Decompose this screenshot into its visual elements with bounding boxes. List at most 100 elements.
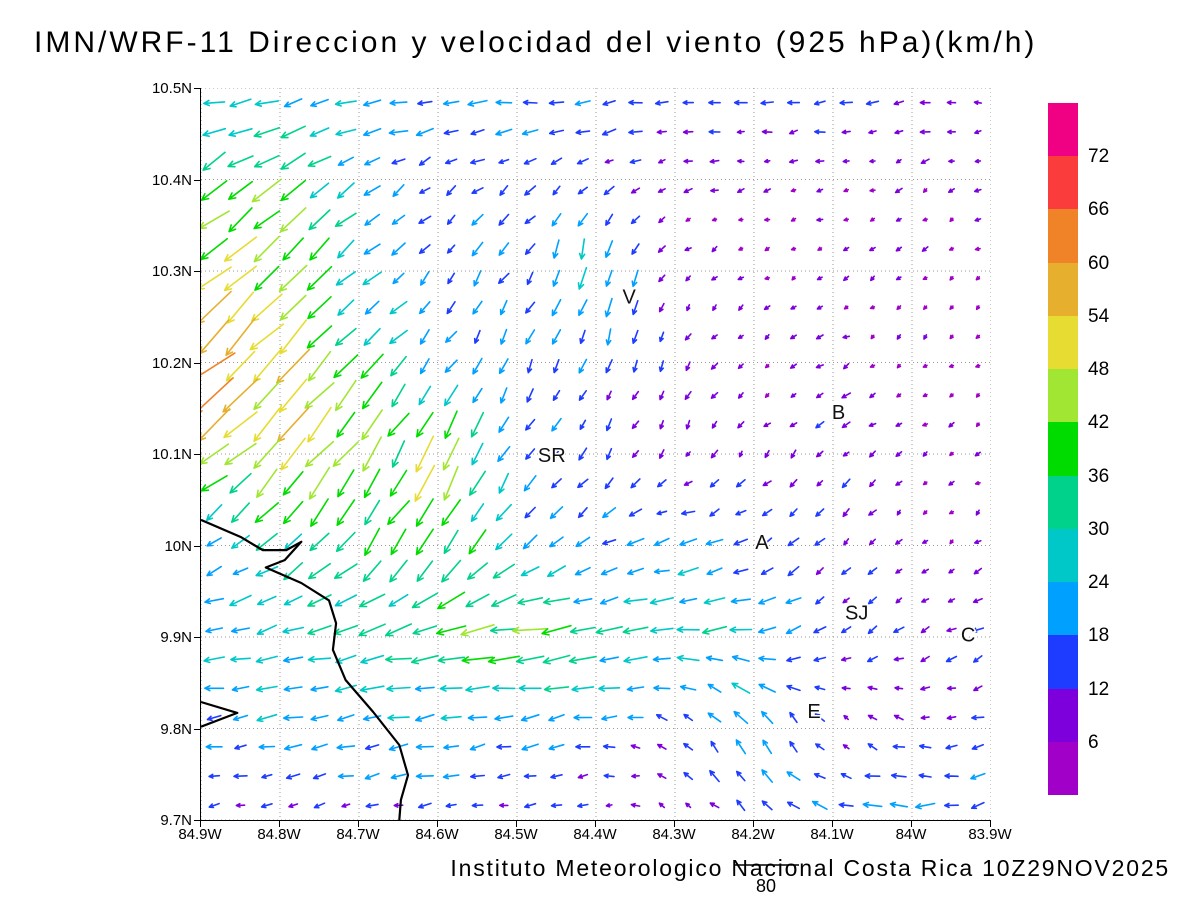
wind-arrow xyxy=(365,803,379,809)
wind-arrow xyxy=(437,591,466,610)
wind-arrow xyxy=(631,329,639,344)
wind-arrow xyxy=(685,275,691,282)
wind-arrow xyxy=(441,499,461,526)
wind-arrow xyxy=(388,743,409,752)
wind-arrow xyxy=(705,655,724,662)
wind-arrow xyxy=(415,713,435,722)
colorbar-segment xyxy=(1048,635,1078,689)
colorbar-segment xyxy=(1048,688,1078,742)
wind-arrow xyxy=(974,158,982,164)
wind-arrow xyxy=(312,773,327,780)
wind-arrow xyxy=(308,209,331,231)
wind-arrow xyxy=(842,158,850,164)
wind-arrow xyxy=(971,627,985,633)
wind-arrow xyxy=(491,594,517,607)
wind-arrow xyxy=(758,626,777,634)
wind-arrow xyxy=(895,480,903,486)
wind-arrow xyxy=(253,154,280,168)
wind-arrow xyxy=(948,421,955,428)
wind-arrow xyxy=(658,274,666,283)
wind-arrow xyxy=(442,100,460,107)
wind-arrow xyxy=(733,99,748,106)
wind-arrow xyxy=(974,539,982,545)
wind-arrow xyxy=(415,498,434,527)
wind-arrow xyxy=(388,129,409,136)
wind-arrow xyxy=(520,566,540,577)
wind-arrow xyxy=(868,129,877,135)
wind-arrow xyxy=(895,422,903,427)
wind-arrow xyxy=(685,451,691,457)
wind-arrow xyxy=(472,300,483,315)
y-axis-tick-mark xyxy=(194,362,200,364)
wind-arrow xyxy=(390,355,407,377)
wind-arrow xyxy=(710,391,719,399)
wind-arrow xyxy=(708,100,721,106)
wind-arrow xyxy=(335,654,357,664)
wind-arrow xyxy=(362,560,382,582)
wind-arrow xyxy=(283,656,304,663)
wind-arrow xyxy=(842,451,850,457)
wind-arrow xyxy=(260,803,273,809)
wind-arrow xyxy=(358,623,386,637)
wind-arrow xyxy=(280,125,306,139)
wind-arrow xyxy=(709,802,720,809)
wind-arrow xyxy=(785,597,802,605)
x-axis-tick-mark xyxy=(753,821,754,827)
wind-arrow xyxy=(442,773,460,780)
wind-arrow xyxy=(206,504,223,522)
wind-arrow xyxy=(578,299,588,316)
wind-arrow xyxy=(653,685,671,692)
wind-arrow xyxy=(945,744,958,750)
wind-arrow xyxy=(492,563,515,579)
wind-arrow xyxy=(631,450,640,458)
wind-arrow xyxy=(790,334,797,340)
wind-arrow xyxy=(473,270,482,287)
wind-arrow xyxy=(733,538,749,546)
wind-arrow xyxy=(255,565,279,577)
wind-arrow xyxy=(971,743,984,750)
wind-arrow xyxy=(518,684,542,692)
wind-arrow xyxy=(358,593,386,608)
wind-arrow xyxy=(869,392,876,399)
wind-arrow xyxy=(896,305,902,311)
wind-arrow xyxy=(204,685,225,692)
wind-arrow xyxy=(869,538,876,546)
y-axis-tick-mark xyxy=(194,728,200,730)
wind-arrow xyxy=(417,100,433,106)
wind-arrow xyxy=(524,215,536,225)
colorbar-tick-label: 30 xyxy=(1088,518,1110,540)
wind-arrow xyxy=(333,563,358,579)
x-axis-tick-label: 84.2W xyxy=(731,826,775,843)
wind-arrow xyxy=(515,655,545,665)
wind-arrow xyxy=(630,478,641,489)
wind-arrow xyxy=(201,475,228,492)
x-axis-tick-mark xyxy=(832,821,833,827)
wind-arrow xyxy=(839,100,854,106)
wind-arrow xyxy=(472,357,483,375)
wind-arrow xyxy=(304,382,335,409)
wind-arrow xyxy=(892,744,906,750)
wind-arrow xyxy=(222,378,259,413)
wind-arrow xyxy=(253,407,281,442)
wind-arrow xyxy=(443,465,459,501)
wind-arrow xyxy=(277,407,310,443)
wind-arrow xyxy=(460,624,495,637)
wind-arrow xyxy=(731,655,750,662)
wind-arrow xyxy=(254,265,280,291)
x-axis-tick-label: 84.9W xyxy=(178,826,222,843)
wind-arrow xyxy=(650,626,674,634)
y-axis-tick-mark xyxy=(194,637,200,638)
wind-arrow xyxy=(388,593,409,607)
wind-arrow xyxy=(522,99,538,106)
wind-arrow xyxy=(470,773,485,780)
wind-arrow xyxy=(363,327,381,346)
wind-arrow xyxy=(307,594,332,607)
wind-arrow xyxy=(201,290,232,324)
wind-arrow xyxy=(703,597,726,605)
wind-arrow xyxy=(895,276,902,281)
wind-arrow xyxy=(410,654,439,665)
wind-arrow xyxy=(685,419,691,430)
colorbar-tick-label: 60 xyxy=(1088,252,1110,274)
wind-arrow xyxy=(201,237,228,261)
wind-arrow xyxy=(307,406,332,443)
